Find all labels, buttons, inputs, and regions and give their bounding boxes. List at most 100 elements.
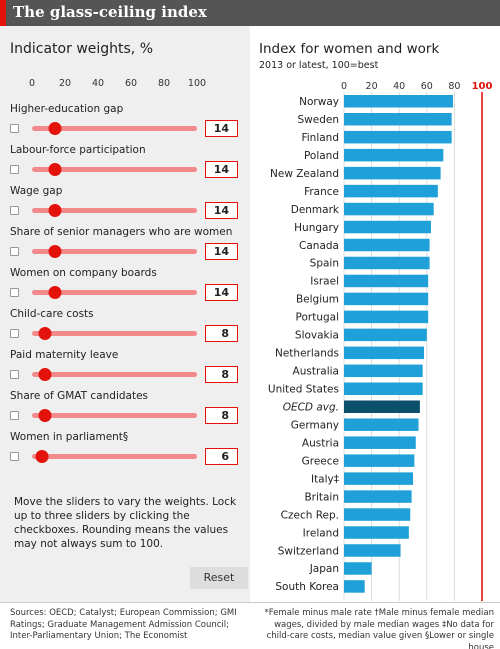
- weight-slider-track[interactable]: [32, 413, 197, 418]
- indicator-row: Labour-force participation 14: [0, 144, 250, 185]
- weight-value-box: 14: [205, 161, 238, 178]
- category-label: Portugal: [296, 312, 340, 324]
- country-bar: [344, 95, 454, 108]
- category-label: Sweden: [298, 114, 340, 126]
- country-bar: [344, 130, 452, 144]
- weight-value-box: 8: [205, 366, 238, 383]
- weight-slider-track[interactable]: [32, 454, 197, 459]
- weight-slider-track[interactable]: [32, 249, 197, 254]
- lock-checkbox[interactable]: [10, 452, 19, 461]
- x-tick-label: 0: [341, 81, 347, 92]
- weights-scale-tick: 60: [124, 78, 138, 89]
- lock-checkbox[interactable]: [10, 370, 19, 379]
- lock-checkbox[interactable]: [10, 124, 19, 133]
- weight-slider-track[interactable]: [32, 167, 197, 172]
- weight-slider-track[interactable]: [32, 290, 197, 295]
- weight-value-box: 8: [205, 407, 238, 424]
- category-label: France: [304, 186, 339, 198]
- lock-checkbox[interactable]: [10, 165, 19, 174]
- weight-slider-track[interactable]: [32, 372, 197, 377]
- weight-slider-handle[interactable]: [48, 245, 62, 258]
- weight-slider-handle[interactable]: [35, 450, 49, 463]
- weights-scale-tick: 40: [91, 78, 105, 89]
- indicator-label: Paid maternity leave: [10, 349, 119, 361]
- indicator-label: Child-care costs: [10, 308, 94, 320]
- x-tick-label: 80: [448, 81, 460, 92]
- page-title: The glass-ceiling index: [13, 3, 207, 21]
- category-label: Israel: [310, 276, 339, 288]
- lock-checkbox[interactable]: [10, 329, 19, 338]
- weight-slider-handle[interactable]: [48, 204, 62, 217]
- country-bar: [344, 202, 434, 216]
- weight-slider-track[interactable]: [32, 126, 197, 131]
- footer-sources: Sources: OECD; Catalyst; European Commis…: [10, 608, 237, 641]
- weights-scale-tick: 100: [187, 78, 207, 89]
- lock-checkbox[interactable]: [10, 411, 19, 420]
- country-bar: [344, 364, 423, 378]
- category-label: New Zealand: [270, 168, 339, 180]
- lock-checkbox[interactable]: [10, 206, 19, 215]
- lock-checkbox[interactable]: [10, 247, 19, 256]
- country-bar: [344, 310, 429, 324]
- category-label: Italy‡: [311, 473, 339, 485]
- weights-scale-tick: 0: [28, 78, 36, 89]
- weight-slider-handle[interactable]: [38, 409, 52, 422]
- category-label: Germany: [291, 419, 339, 431]
- category-label: Ireland: [303, 527, 339, 539]
- country-bar: [344, 148, 444, 162]
- weight-slider-handle[interactable]: [38, 368, 52, 381]
- x-tick-label: 60: [421, 81, 433, 92]
- country-bar: [344, 454, 415, 467]
- country-bar: [344, 526, 409, 539]
- index-bar-chart: 0 20 40 60 80 100 Norway Sweden Finland Poland New…: [268, 81, 492, 602]
- country-bar: [344, 580, 365, 593]
- category-label: Belgium: [296, 294, 339, 306]
- x-tick-label: 20: [366, 81, 378, 92]
- country-bar: [344, 382, 423, 396]
- reset-button[interactable]: Reset: [190, 567, 248, 589]
- category-label: Australia: [293, 366, 339, 378]
- category-label: Denmark: [291, 204, 340, 216]
- indicator-weights-panel: Indicator weights, % 0 20 40 60 80 100 Higher…: [0, 26, 250, 602]
- weight-slider-handle[interactable]: [38, 327, 52, 340]
- indicator-row: Child-care costs 8: [0, 308, 250, 349]
- indicator-row: Wage gap 14: [0, 185, 250, 226]
- category-label: South Korea: [275, 581, 339, 593]
- weight-value-box: 14: [205, 120, 238, 137]
- category-label: OECD avg.: [283, 401, 339, 413]
- country-bar: [344, 544, 401, 557]
- weights-scale-tick: 20: [58, 78, 72, 89]
- bar-oecd-average: [344, 400, 420, 413]
- country-bar: [344, 256, 430, 270]
- instructions-text: Move the sliders to vary the weights. Lo…: [14, 496, 237, 550]
- category-label: Spain: [310, 258, 339, 270]
- category-label: Finland: [301, 132, 339, 144]
- category-label: Slovakia: [295, 330, 339, 342]
- weight-slider-handle[interactable]: [48, 286, 62, 299]
- indicator-row: Women in parliament§ 6: [0, 431, 250, 472]
- indicator-label: Labour-force participation: [10, 144, 146, 156]
- chart-title: Index for women and work: [259, 41, 440, 57]
- weight-slider-track[interactable]: [32, 331, 197, 336]
- chart-subtitle: 2013 or latest, 100=best: [259, 60, 379, 71]
- x-tick-label: 40: [393, 81, 405, 92]
- country-bar: [344, 328, 427, 342]
- weight-slider-handle[interactable]: [48, 122, 62, 135]
- indicator-label: Women on company boards: [10, 267, 157, 279]
- country-bar: [344, 436, 416, 449]
- indicator-label: Women in parliament§: [10, 431, 129, 443]
- country-bar: [344, 166, 441, 180]
- footer-notes: *Female minus male rate †Male minus fema…: [264, 608, 494, 649]
- indicator-label: Share of GMAT candidates: [10, 390, 149, 402]
- category-label: Greece: [302, 455, 339, 467]
- lock-checkbox[interactable]: [10, 288, 19, 297]
- country-bar: [344, 472, 413, 485]
- category-label: Netherlands: [275, 348, 339, 360]
- weight-slider-handle[interactable]: [48, 163, 62, 176]
- header: The glass-ceiling index: [0, 0, 500, 26]
- weight-slider-track[interactable]: [32, 208, 197, 213]
- country-bar: [344, 220, 431, 234]
- weight-value-box: 8: [205, 325, 238, 342]
- category-label: Japan: [309, 563, 339, 575]
- weight-value-box: 14: [205, 284, 238, 301]
